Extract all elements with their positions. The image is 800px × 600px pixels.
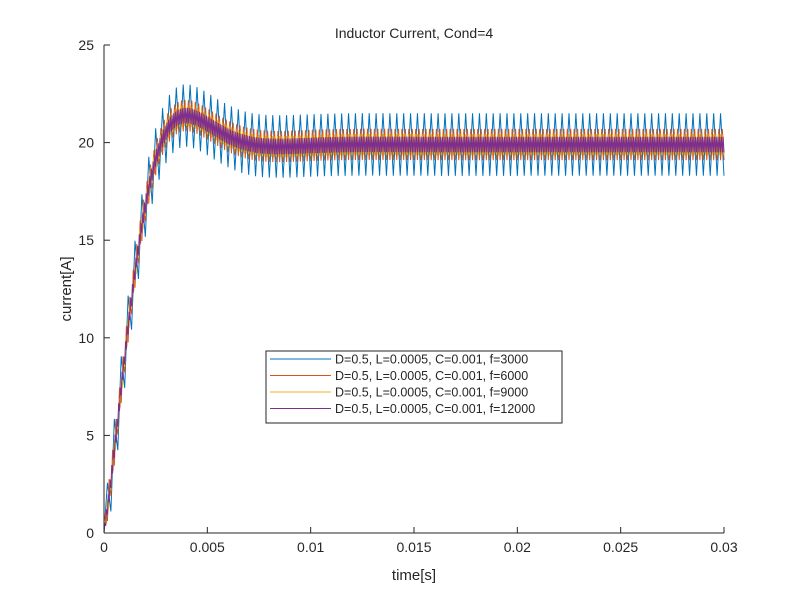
y-tick-label: 20 <box>78 135 94 151</box>
x-tick-label: 0.01 <box>297 539 324 555</box>
legend-label: D=0.5, L=0.0005, C=0.001, f=6000 <box>335 369 528 383</box>
y-tick-label: 25 <box>78 37 94 53</box>
legend-box <box>265 350 563 424</box>
legend-label: D=0.5, L=0.0005, C=0.001, f=9000 <box>335 386 528 400</box>
y-tick-label: 0 <box>86 525 94 541</box>
y-tick-label: 5 <box>86 427 94 443</box>
axes: 0 0.005 0.01 0.015 0.02 0.025 0.03 0 5 10 15 20 25 <box>78 37 737 555</box>
legend: D=0.5, L=0.0005, C=0.001, f=3000 D=0.5, L… <box>265 350 563 424</box>
x-tick-label: 0.005 <box>190 539 225 555</box>
series-line-f9000 <box>103 105 725 534</box>
x-tick-label: 0.03 <box>710 539 737 555</box>
legend-label: D=0.5, L=0.0005, C=0.001, f=3000 <box>335 353 528 367</box>
chart-title: Inductor Current, Cond=4 <box>335 25 494 41</box>
x-tick-label: 0.025 <box>603 539 638 555</box>
y-tick-label: 10 <box>78 330 94 346</box>
series-line-f6000 <box>103 99 725 534</box>
legend-label: D=0.5, L=0.0005, C=0.001, f=12000 <box>335 402 535 416</box>
x-tick-label: 0.02 <box>504 539 531 555</box>
y-tick-label: 15 <box>78 232 94 248</box>
x-axis-label: time[s] <box>392 567 436 584</box>
series-line-f3000 <box>103 84 725 534</box>
x-tick-label: 0.015 <box>396 539 431 555</box>
series-layer <box>103 84 725 534</box>
x-tick-label: 0 <box>100 539 108 555</box>
series-line-f12000 <box>103 107 725 534</box>
y-axis-label: current[A] <box>58 256 75 321</box>
